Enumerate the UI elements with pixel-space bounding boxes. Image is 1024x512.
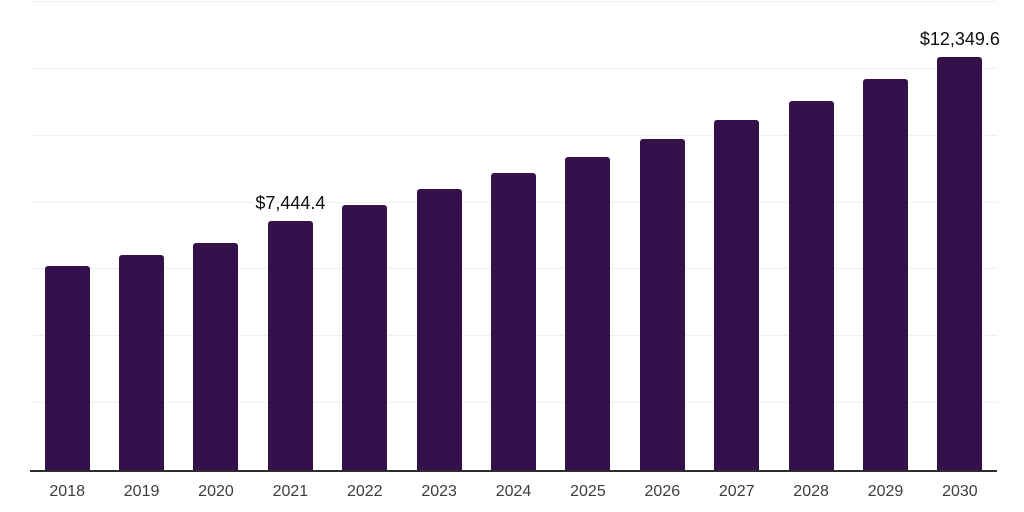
bar-value-label-2030: $12,349.6 <box>919 29 1000 50</box>
bar-slot: $12,349.6 <box>920 2 1000 470</box>
x-tick-label-2019: 2019 <box>123 483 160 500</box>
bar-slot <box>774 2 848 470</box>
bar-slot <box>700 2 774 470</box>
bar-slot <box>30 2 104 470</box>
bar-2024 <box>491 172 537 470</box>
bar-2018 <box>44 266 90 470</box>
x-tick-label-2020: 2020 <box>198 483 234 500</box>
bar-2026 <box>639 139 685 470</box>
bar-slot <box>328 2 402 470</box>
x-tick-label-2030: 2030 <box>942 483 978 500</box>
bar-2028 <box>788 100 834 470</box>
x-tick-label-2022: 2022 <box>346 483 383 500</box>
plot-area: $7,444.4 $12,349.6 <box>30 1 1000 470</box>
x-tick-label-2027: 2027 <box>718 483 755 500</box>
bar-slot <box>179 2 253 470</box>
x-tick-label-2026: 2026 <box>644 483 681 500</box>
x-axis-line <box>30 470 997 472</box>
x-tick-label-2029: 2029 <box>867 483 904 500</box>
bar-slot <box>476 2 550 470</box>
bar-2025 <box>565 157 611 470</box>
bar-2022 <box>342 204 388 470</box>
gridline <box>30 67 997 69</box>
gridline <box>30 1 997 2</box>
bar-slot <box>402 2 476 470</box>
gridline <box>30 134 997 136</box>
x-tick-label-2018: 2018 <box>49 483 85 500</box>
x-tick-label-2024: 2024 <box>495 483 532 500</box>
bar-2030: $12,349.6 <box>920 29 1000 470</box>
bars-container: $7,444.4 $12,349.6 <box>30 2 1000 470</box>
bar-slot <box>625 2 699 470</box>
bar-2020 <box>193 242 239 470</box>
bar-2019 <box>119 255 165 470</box>
x-tick-label-2028: 2028 <box>793 483 829 500</box>
bar-slot <box>104 2 178 470</box>
bar-slot <box>848 2 922 470</box>
bar-slot: $7,444.4 <box>253 2 327 470</box>
x-tick-label-2023: 2023 <box>421 483 457 500</box>
x-tick-label-2021: 2021 <box>272 483 309 500</box>
bar-slot <box>551 2 625 470</box>
bar-2023 <box>416 188 462 470</box>
x-axis-labels: 2018 2019 2020 2021 2022 2023 2024 2025 2026 2027… <box>30 483 997 501</box>
bar-2027 <box>714 120 760 470</box>
bar-value-label-2021: $7,444.4 <box>255 193 326 214</box>
bar-2021: $7,444.4 <box>255 193 325 470</box>
bar-2029 <box>862 79 908 470</box>
x-tick-label-2025: 2025 <box>570 483 606 500</box>
